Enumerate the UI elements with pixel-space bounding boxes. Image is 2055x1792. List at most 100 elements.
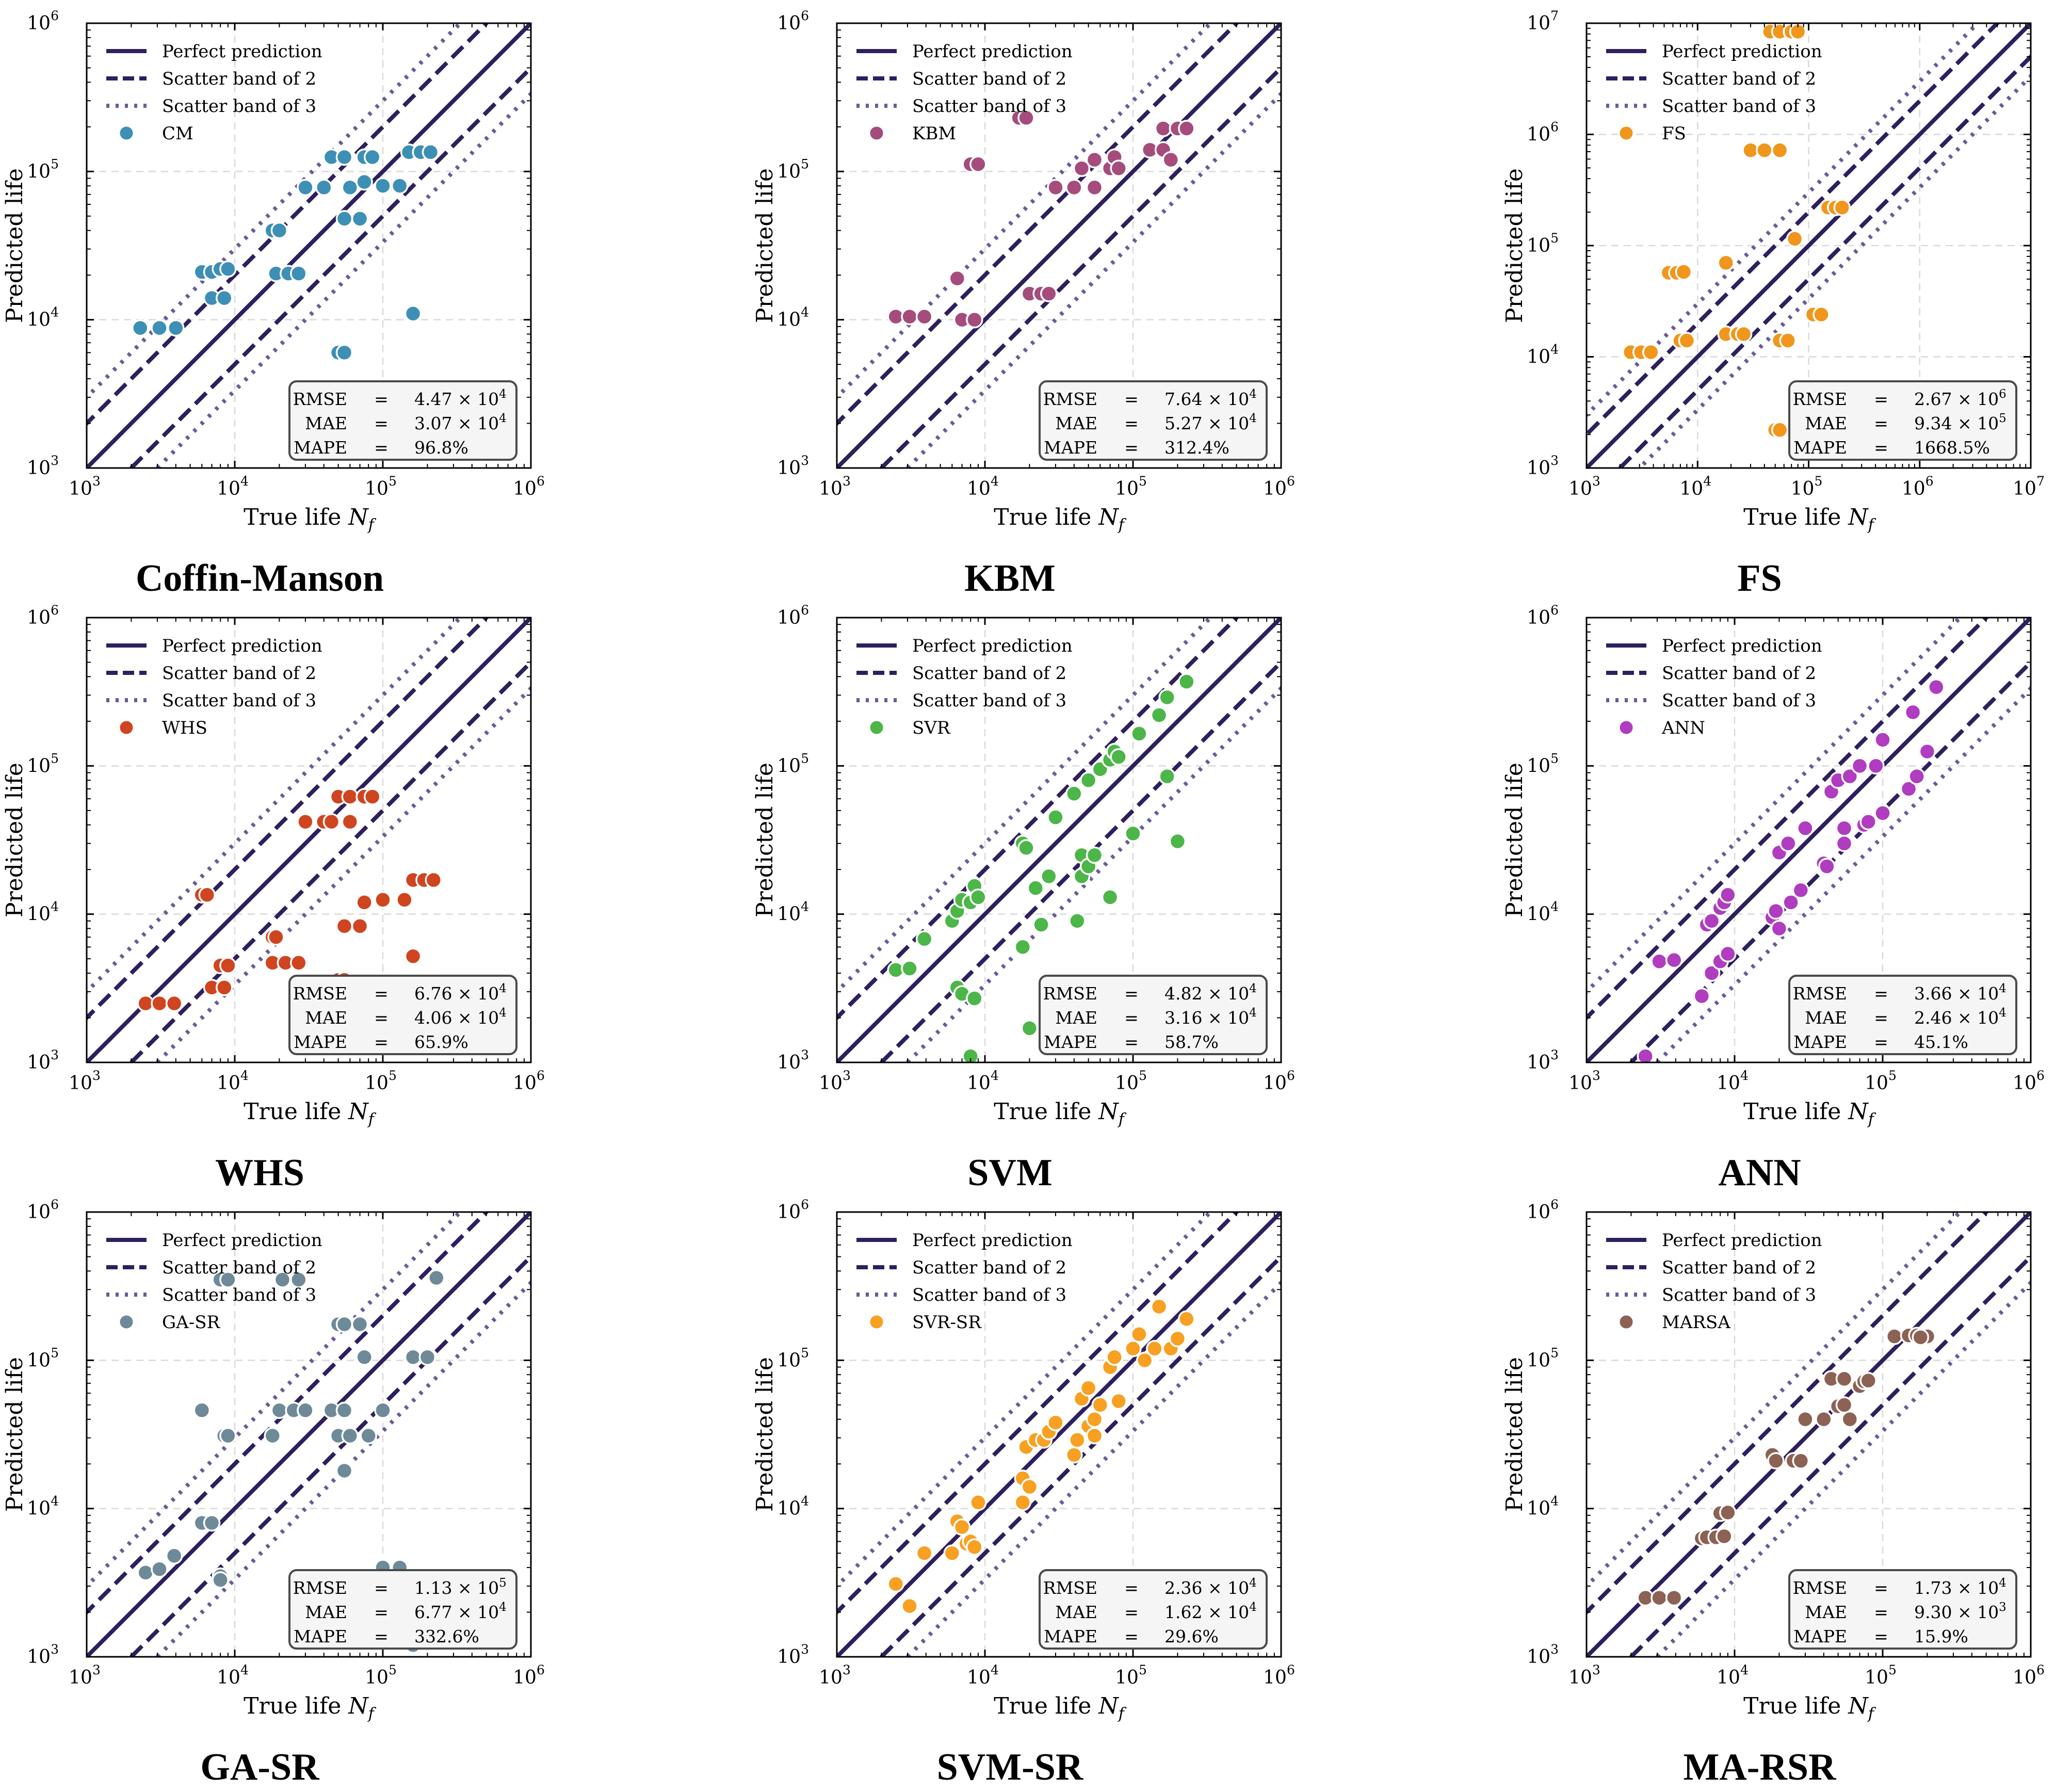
legend-series-marker — [118, 719, 135, 736]
metric-times: × 10 — [1202, 389, 1249, 409]
data-point — [1101, 889, 1119, 906]
y-axis-label: Predicted life — [752, 763, 778, 917]
data-point — [1158, 688, 1176, 706]
x-axis-subscript: f — [1118, 1705, 1127, 1723]
x-tick-label: 104 — [217, 474, 249, 499]
data-point — [1162, 151, 1180, 169]
y-tick-label: 105 — [1527, 231, 1559, 256]
metric-value-mape: 58.7% — [1164, 1032, 1219, 1052]
legend-perfect-label: Perfect prediction — [1662, 636, 1822, 656]
legend-series-label: SVR — [912, 718, 951, 738]
legend-band3-label: Scatter band of 3 — [1662, 690, 1816, 711]
legend: Perfect prediction Scatter band of 2 Scatt… — [106, 41, 322, 144]
y-tick-exponent: 3 — [801, 453, 809, 468]
y-tick-label: 103 — [777, 1047, 809, 1073]
subplot-title: WHS — [215, 1152, 304, 1194]
y-tick-exponent: 5 — [51, 156, 59, 171]
y-tick-exponent: 6 — [1550, 1197, 1559, 1212]
x-tick-exponent: 5 — [389, 474, 397, 489]
data-point — [1678, 332, 1696, 349]
metric-eq: = — [1124, 1578, 1139, 1598]
data-point — [1779, 332, 1797, 349]
x-tick-label: 103 — [1568, 474, 1600, 499]
data-point — [335, 1315, 353, 1333]
y-axis-label: Predicted life — [2, 1357, 28, 1512]
scatter-band-2-lower — [1628, 659, 2031, 1062]
x-tick-exponent: 5 — [389, 1662, 397, 1677]
legend-series-label: FS — [1662, 123, 1686, 144]
subplot: 103 104 105 106 103 104 105 106 True life Nf Pred… — [2, 1197, 545, 1788]
legend-series-label: CM — [162, 123, 193, 144]
data-point — [425, 871, 443, 889]
x-tick-exponent: 4 — [991, 474, 999, 489]
x-tick-exponent: 5 — [1888, 1662, 1897, 1677]
metric-value-mae: 1.62 × 104 — [1164, 1601, 1257, 1622]
x-tick-exponent: 3 — [92, 1068, 101, 1083]
x-tick-label: 106 — [1263, 474, 1295, 499]
data-point — [151, 1560, 168, 1578]
y-tick-label: 103 — [1527, 453, 1559, 479]
data-point — [969, 155, 987, 173]
metric-label-mape: MAPE — [294, 1032, 347, 1052]
metric-label-mape: MAPE — [1044, 1032, 1097, 1052]
metrics-box — [1039, 975, 1268, 1055]
x-tick-exponent: 4 — [240, 474, 249, 489]
data-point — [1770, 919, 1788, 938]
y-tick-exponent: 3 — [801, 1047, 809, 1062]
y-tick-label: 104 — [27, 1494, 59, 1520]
scatter-band-2-lower — [1628, 1253, 2031, 1657]
data-point — [1124, 825, 1142, 843]
y-tick-exponent: 6 — [51, 603, 59, 618]
y-tick-label: 105 — [27, 751, 59, 777]
metric-eq: = — [1124, 389, 1139, 409]
legend-perfect-label: Perfect prediction — [162, 636, 322, 656]
metric-exponent: 4 — [1999, 1576, 2007, 1590]
x-axis-subscript: f — [367, 516, 377, 534]
data-points — [887, 109, 1195, 329]
x-axis-symbol: N — [348, 504, 369, 530]
data-point — [335, 210, 353, 228]
perfect-prediction-line — [1587, 23, 2031, 468]
data-point — [404, 947, 422, 965]
subplot-title: SVM — [967, 1152, 1052, 1194]
data-point — [193, 1401, 211, 1419]
x-tick-label: 104 — [967, 474, 999, 499]
x-tick-label: 105 — [365, 1068, 397, 1094]
y-tick-exponent: 5 — [801, 1345, 809, 1360]
y-tick-exponent: 4 — [1550, 342, 1559, 357]
legend-band3-label: Scatter band of 3 — [162, 690, 316, 711]
data-point — [1651, 952, 1668, 971]
metric-eq: = — [374, 1008, 389, 1028]
y-tick-exponent: 4 — [801, 1494, 809, 1509]
data-point — [962, 1047, 979, 1065]
data-point — [270, 1401, 288, 1419]
legend-band3-label: Scatter band of 3 — [162, 1285, 316, 1305]
legend-perfect-label: Perfect prediction — [162, 41, 322, 62]
data-points — [1637, 1327, 1936, 1607]
metrics-box — [288, 975, 517, 1055]
data-point — [1637, 1047, 1654, 1065]
data-point — [151, 994, 168, 1012]
legend-perfect-label: Perfect prediction — [1662, 41, 1822, 62]
axes-frame — [86, 22, 532, 469]
metric-label-mae: MAE — [1805, 1008, 1847, 1028]
data-point — [1797, 819, 1814, 837]
metric-times: × 10 — [1952, 1602, 1999, 1622]
data-point — [1651, 1589, 1668, 1607]
x-tick-exponent: 3 — [843, 1068, 851, 1083]
y-tick-label: 103 — [27, 1047, 59, 1073]
subplot-title: Coffin-Manson — [136, 557, 384, 600]
data-point — [1178, 120, 1195, 137]
x-tick-label: 104 — [217, 1662, 249, 1688]
data-point — [1124, 1339, 1142, 1358]
data-point — [270, 221, 288, 239]
x-axis-symbol: N — [348, 1693, 369, 1719]
metric-exponent: 4 — [499, 1601, 507, 1614]
metric-value-mape: 45.1% — [1914, 1032, 1968, 1052]
legend-series-marker — [1618, 1314, 1635, 1330]
y-axis-label: Predicted life — [752, 168, 778, 323]
metric-eq: = — [1874, 1032, 1888, 1052]
metric-label-rmse: RMSE — [1793, 1578, 1847, 1598]
data-point — [351, 917, 369, 935]
